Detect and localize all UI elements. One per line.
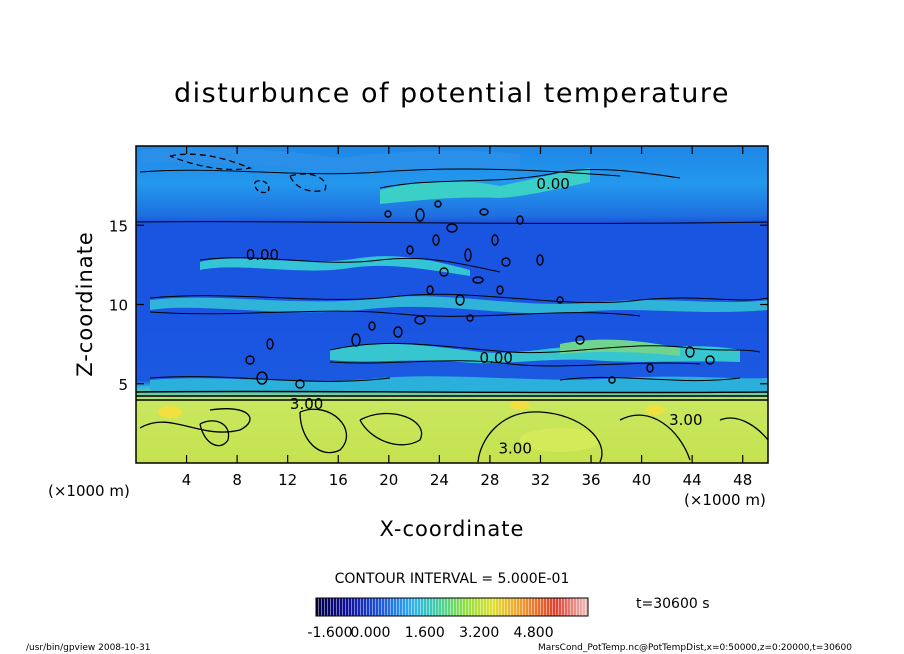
x-tick-label: 44	[683, 471, 702, 489]
x-tick-label: 28	[480, 471, 499, 489]
y-axis: 5 10 15	[109, 217, 768, 394]
warm-patch	[645, 405, 665, 415]
y-tick-label: 5	[118, 376, 128, 394]
colorbar-tick-label: 1.600	[405, 625, 445, 641]
contour-label: 0.00	[246, 246, 279, 264]
convective-cells	[245, 200, 715, 389]
layer-filament	[140, 147, 520, 172]
y-tick-label: 10	[109, 297, 128, 315]
x-tick-label: 16	[329, 471, 348, 489]
warm-patch	[510, 400, 530, 410]
x-tick-label: 24	[430, 471, 449, 489]
x-axis-label: X-coordinate	[380, 517, 525, 541]
warm-patch	[158, 406, 182, 418]
footer-right: MarsCond_PotTemp.nc@PotTempDist,x=0:5000…	[538, 643, 852, 653]
contour-label: 0.00	[480, 349, 513, 367]
x-tick-label: 36	[581, 471, 600, 489]
colorbar-frame	[315, 597, 589, 617]
contour-lines	[136, 153, 768, 463]
contour-label: 3.00	[669, 411, 702, 429]
contour-label: 3.00	[290, 395, 323, 413]
x-tick-label: 8	[232, 471, 242, 489]
contour-label: 3.00	[498, 439, 531, 457]
y-tick-label: 15	[109, 217, 128, 235]
x-axis: 4 8 12 16 20 24 28 32 36 40 44 48	[182, 146, 752, 489]
plot-area: 0.00 0.00 0.00 3.00 3.00 3.00	[136, 146, 768, 463]
footer-left: /usr/bin/gpview 2008-10-31	[26, 643, 150, 653]
y-axis-unit: (×1000 m)	[48, 482, 130, 500]
x-tick-label: 20	[379, 471, 398, 489]
contour-interval-text: CONTOUR INTERVAL = 5.000E-01	[335, 571, 570, 587]
chart-title: disturbunce of potential temperature	[174, 78, 730, 109]
layer-filament	[150, 376, 768, 392]
layer-filament	[380, 168, 590, 204]
warm-patch	[520, 428, 600, 452]
contour-label: 0.00	[536, 175, 569, 193]
colorbar-tick-label: -1.600	[307, 625, 352, 641]
colorbar-tick-label: 3.200	[459, 625, 499, 641]
colorbar-tick-label: 0.000	[350, 625, 390, 641]
colorbar-tick-label: 4.800	[514, 625, 554, 641]
x-axis-unit: (×1000 m)	[684, 491, 766, 509]
colorbar-stripes	[316, 598, 588, 616]
contour-label-group: 0.00 0.00 0.00 3.00 3.00 3.00	[246, 175, 703, 458]
layer-filament	[560, 339, 680, 356]
x-tick-label: 12	[278, 471, 297, 489]
x-tick-label: 32	[531, 471, 550, 489]
x-tick-label: 40	[632, 471, 651, 489]
x-tick-label: 48	[733, 471, 752, 489]
time-label: t=30600 s	[636, 596, 710, 612]
y-axis-label: Z-coordinate	[73, 231, 97, 377]
layer-filament	[200, 256, 470, 276]
x-tick-label: 4	[182, 471, 192, 489]
